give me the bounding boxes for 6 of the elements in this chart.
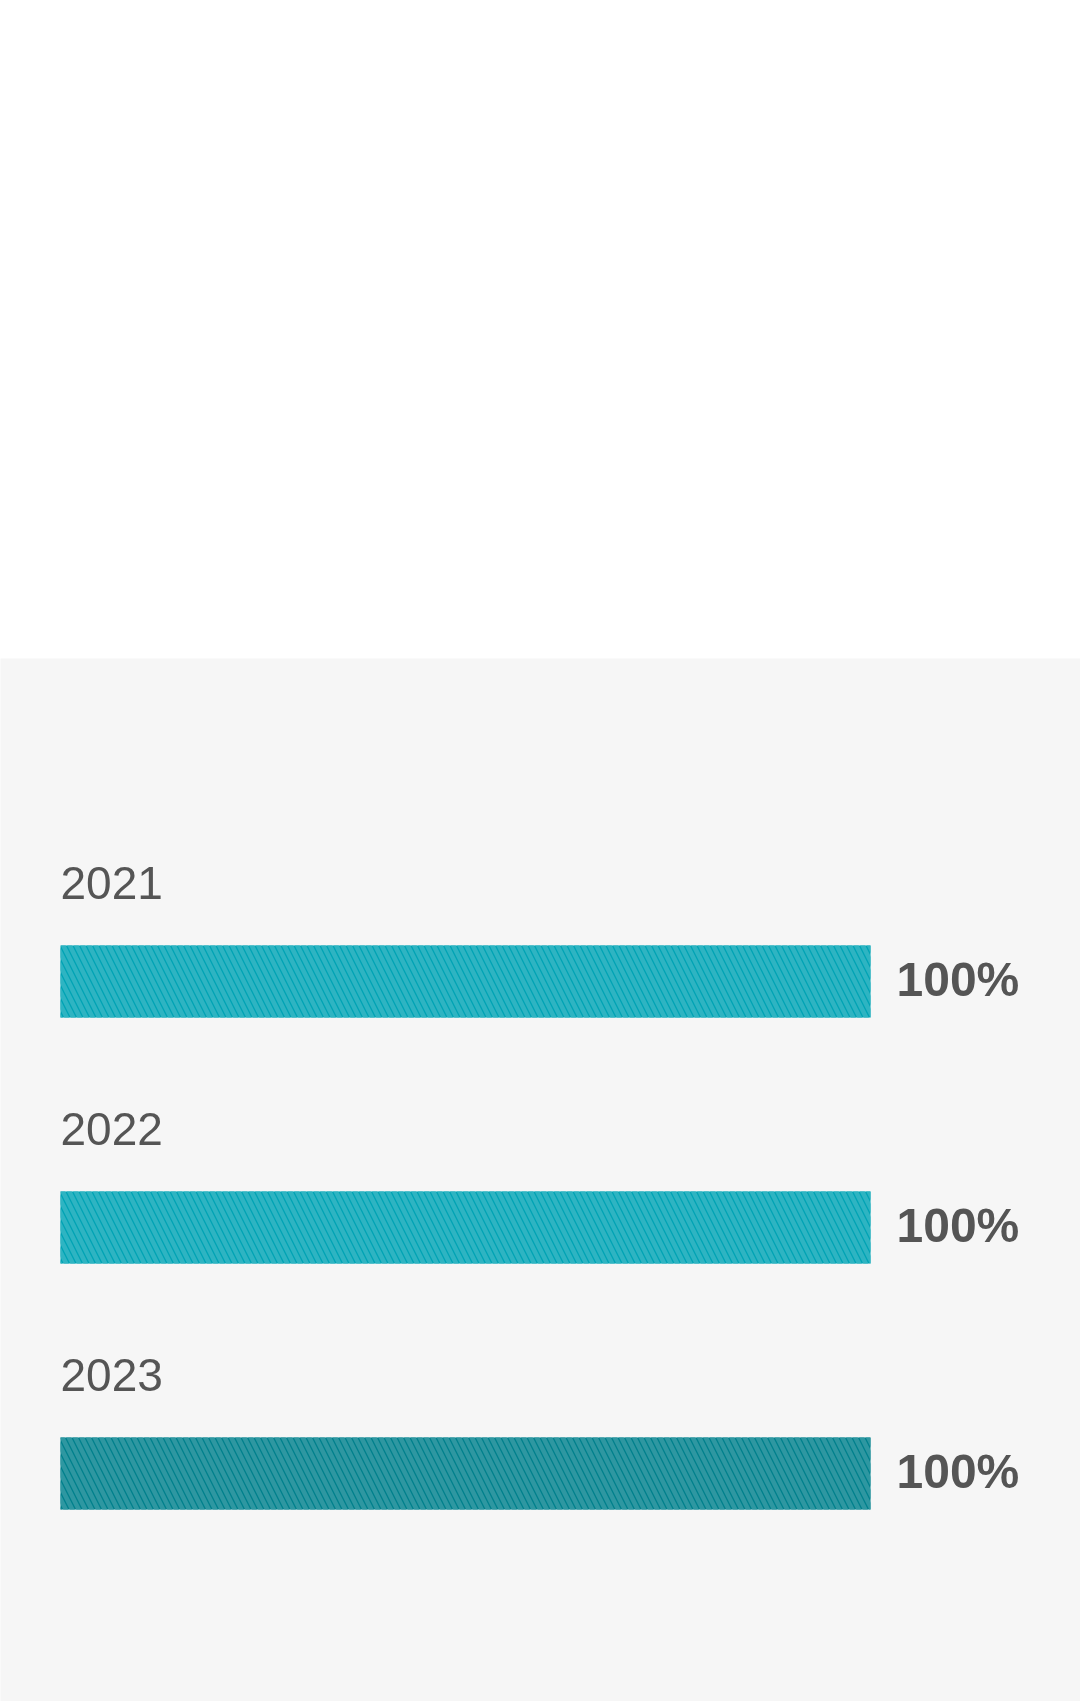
- y-tick-label: 2022: [60, 1102, 163, 1155]
- y-tick-label: 2023: [60, 1348, 163, 1401]
- data-label: 100%: [896, 1445, 1020, 1498]
- data-label: 100%: [896, 1199, 1020, 1252]
- data-label: 100%: [896, 953, 1020, 1006]
- y-tick-label: 2021: [60, 856, 163, 909]
